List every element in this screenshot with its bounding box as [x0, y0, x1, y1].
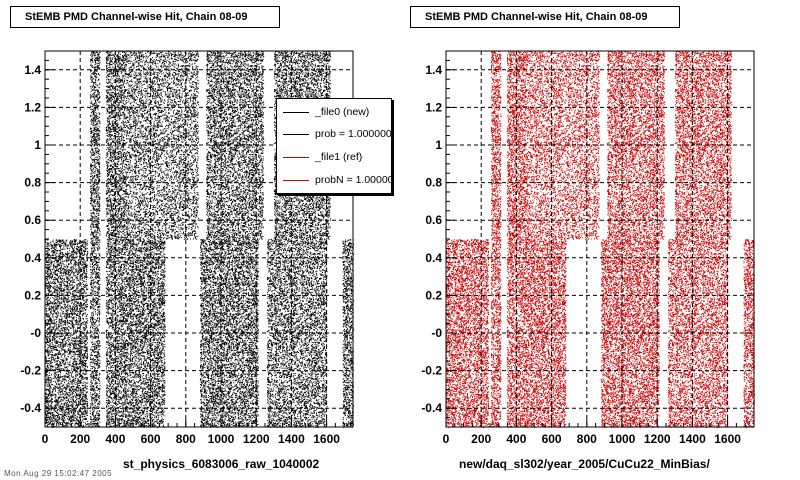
x-tick-label: 1400: [278, 432, 305, 446]
y-tick-label: 0.4: [24, 251, 41, 265]
legend-entry: probN = 1.000000: [277, 169, 392, 193]
y-tick-label: 1: [34, 138, 41, 152]
y-tick-label: -0.4: [421, 401, 442, 415]
scatter-panel-ref: 0 200 400 600 800 1000 1200 1400 1600 -0.4 -0.2 -0 0…: [421, 50, 755, 446]
y-tick-label: 0.8: [24, 176, 41, 190]
legend-line-swatch: [283, 134, 309, 135]
x-tick-label: 1600: [714, 432, 741, 446]
y-tick-label: 0.2: [425, 288, 442, 302]
scatter-point-cluster: [622, 239, 660, 428]
x-tick-label: 1400: [679, 432, 706, 446]
x-axis-label-right: new/daq_sl302/year_2005/CuCu22_MinBias/: [459, 457, 710, 471]
y-tick-label: 0.2: [24, 288, 41, 302]
y-tick-label: -0: [30, 326, 41, 340]
scatter-point-cluster: [105, 51, 126, 428]
x-tick-label: 600: [141, 432, 161, 446]
y-tick-label: 1.4: [425, 63, 442, 77]
legend-label: prob = 1.000000: [315, 128, 392, 140]
axes: 0 200 400 600 800 1000 1200 1400 1600 -0.4 -0.2 -0 0…: [20, 50, 354, 446]
scatter-point-cluster: [221, 239, 259, 428]
legend-line-swatch: [283, 180, 309, 181]
x-tick-label: 1000: [208, 432, 235, 446]
legend-line-swatch: [283, 157, 309, 158]
scatter-panel-new: 0 200 400 600 800 1000 1200 1400 1600 -0.4 -0.2 -0 0…: [20, 50, 354, 446]
y-tick-label: 0.8: [425, 176, 442, 190]
x-tick-label: 200: [471, 432, 491, 446]
panel-title-left: StEMB PMD Channel-wise Hit, Chain 08-09: [10, 6, 280, 28]
legend-label: probN = 1.000000: [315, 174, 392, 186]
x-tick-label: 1000: [609, 432, 636, 446]
legend-entry: prob = 1.000000: [277, 123, 392, 147]
x-axis-label-left: st_physics_6083006_raw_1040002: [123, 457, 320, 471]
scatter-point-cluster: [124, 51, 200, 240]
x-tick-label: 200: [70, 432, 90, 446]
x-tick-label: 400: [105, 432, 125, 446]
y-tick-label: -0.4: [20, 401, 41, 415]
panel-title-right: StEMB PMD Channel-wise Hit, Chain 08-09: [410, 6, 680, 28]
grid-lines: [446, 51, 754, 427]
scatter-point-cluster: [446, 239, 490, 428]
legend-label: _file1 (ref): [315, 151, 363, 163]
x-tick-label: 0: [443, 432, 450, 446]
timestamp-footer: Mon Aug 29 15:02:47 2005: [4, 469, 113, 478]
scatter-point-cluster: [743, 239, 755, 428]
y-tick-label: 0.4: [425, 251, 442, 265]
x-tick-label: 800: [577, 432, 597, 446]
scatter-point-cluster: [199, 239, 222, 428]
x-tick-label: 400: [506, 432, 526, 446]
legend: _file0 (new) prob = 1.000000 _file1 (ref…: [276, 98, 392, 194]
legend-line-swatch: [283, 112, 309, 113]
y-tick-label: 1.2: [24, 100, 41, 114]
y-tick-label: -0.2: [20, 364, 41, 378]
legend-entry: _file0 (new): [277, 101, 391, 125]
x-tick-label: 1200: [243, 432, 270, 446]
scatter-point-cluster: [600, 239, 623, 428]
y-tick-label: -0.2: [421, 364, 442, 378]
grid-lines: [45, 51, 353, 427]
x-tick-label: 0: [42, 432, 49, 446]
y-tick-label: 1.2: [425, 100, 442, 114]
scatter-point-cluster: [506, 51, 527, 428]
y-tick-label: 0.6: [24, 213, 41, 227]
y-tick-label: 1.4: [24, 63, 41, 77]
scatter-point-cluster: [525, 51, 601, 240]
scatter-point-cluster: [674, 51, 733, 240]
y-tick-label: 0.6: [425, 213, 442, 227]
legend-label: _file0 (new): [315, 106, 370, 118]
x-tick-label: 1200: [644, 432, 671, 446]
x-tick-label: 800: [176, 432, 196, 446]
axes: 0 200 400 600 800 1000 1200 1400 1600 -0.4 -0.2 -0 0…: [421, 50, 755, 446]
y-tick-label: -0: [431, 326, 442, 340]
y-tick-label: 1: [435, 138, 442, 152]
x-tick-label: 600: [542, 432, 562, 446]
scatter-point-cluster: [490, 51, 502, 428]
legend-entry: _file1 (ref): [277, 146, 391, 170]
x-tick-label: 1600: [313, 432, 340, 446]
